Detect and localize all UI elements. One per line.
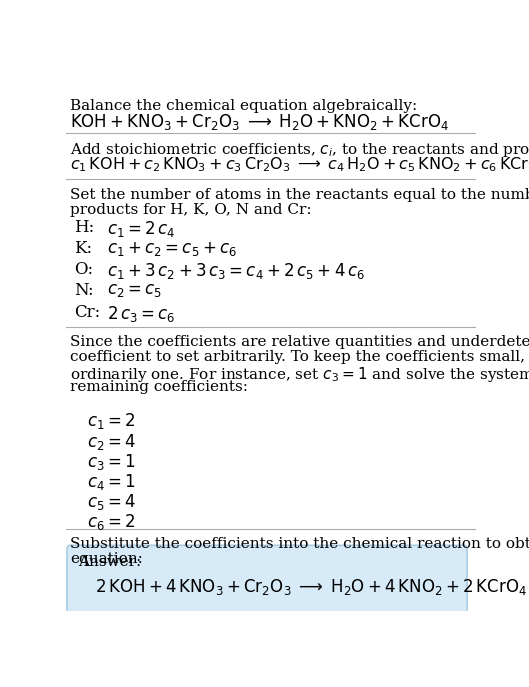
Text: ordinarily one. For instance, set $c_3 = 1$ and solve the system of equations fo: ordinarily one. For instance, set $c_3 =…	[70, 365, 529, 384]
Text: $c_1 = 2$: $c_1 = 2$	[87, 412, 135, 431]
Text: $2\,\mathrm{KOH} + 4\,\mathrm{KNO_3} + \mathrm{Cr_2O_3} \;\longrightarrow\; \mat: $2\,\mathrm{KOH} + 4\,\mathrm{KNO_3} + \…	[95, 577, 527, 597]
Text: $c_1 + 3\,c_2 + 3\,c_3 = c_4 + 2\,c_5 + 4\,c_6$: $c_1 + 3\,c_2 + 3\,c_3 = c_4 + 2\,c_5 + …	[107, 261, 365, 281]
FancyBboxPatch shape	[67, 545, 467, 613]
Text: H:: H:	[74, 219, 95, 236]
Text: remaining coefficients:: remaining coefficients:	[70, 380, 248, 394]
Text: Set the number of atoms in the reactants equal to the number of atoms in the: Set the number of atoms in the reactants…	[70, 188, 529, 202]
Text: $2\,c_3 = c_6$: $2\,c_3 = c_6$	[107, 304, 176, 324]
Text: $c_6 = 2$: $c_6 = 2$	[87, 512, 135, 532]
Text: $c_3 = 1$: $c_3 = 1$	[87, 451, 135, 472]
Text: N:: N:	[74, 282, 94, 300]
Text: Since the coefficients are relative quantities and underdetermined, choose a: Since the coefficients are relative quan…	[70, 335, 529, 349]
Text: Answer:: Answer:	[78, 555, 142, 569]
Text: products for H, K, O, N and Cr:: products for H, K, O, N and Cr:	[70, 203, 312, 217]
Text: $c_1 = 2\,c_4$: $c_1 = 2\,c_4$	[107, 219, 176, 239]
Text: $c_1\,\mathrm{KOH} + c_2\,\mathrm{KNO_3} + c_3\,\mathrm{Cr_2O_3} \;\longrightarr: $c_1\,\mathrm{KOH} + c_2\,\mathrm{KNO_3}…	[70, 155, 529, 174]
Text: O:: O:	[74, 261, 94, 278]
Text: $c_1 + c_2 = c_5 + c_6$: $c_1 + c_2 = c_5 + c_6$	[107, 240, 237, 258]
Text: Add stoichiometric coefficients, $c_i$, to the reactants and products:: Add stoichiometric coefficients, $c_i$, …	[70, 141, 529, 159]
Text: Balance the chemical equation algebraically:: Balance the chemical equation algebraica…	[70, 100, 417, 113]
Text: $c_5 = 4$: $c_5 = 4$	[87, 492, 135, 512]
Text: coefficient to set arbitrarily. To keep the coefficients small, the arbitrary va: coefficient to set arbitrarily. To keep …	[70, 350, 529, 364]
Text: Substitute the coefficients into the chemical reaction to obtain the balanced: Substitute the coefficients into the che…	[70, 537, 529, 552]
Text: $c_2 = c_5$: $c_2 = c_5$	[107, 282, 162, 300]
Text: K:: K:	[74, 240, 93, 257]
Text: equation:: equation:	[70, 552, 143, 566]
Text: $\mathrm{KOH + KNO_3 + Cr_2O_3 \;\longrightarrow\; H_2O + KNO_2 + KCrO_4}$: $\mathrm{KOH + KNO_3 + Cr_2O_3 \;\longri…	[70, 111, 449, 131]
Text: $c_4 = 1$: $c_4 = 1$	[87, 472, 135, 492]
Text: Cr:: Cr:	[74, 304, 101, 321]
Text: $c_2 = 4$: $c_2 = 4$	[87, 431, 135, 451]
